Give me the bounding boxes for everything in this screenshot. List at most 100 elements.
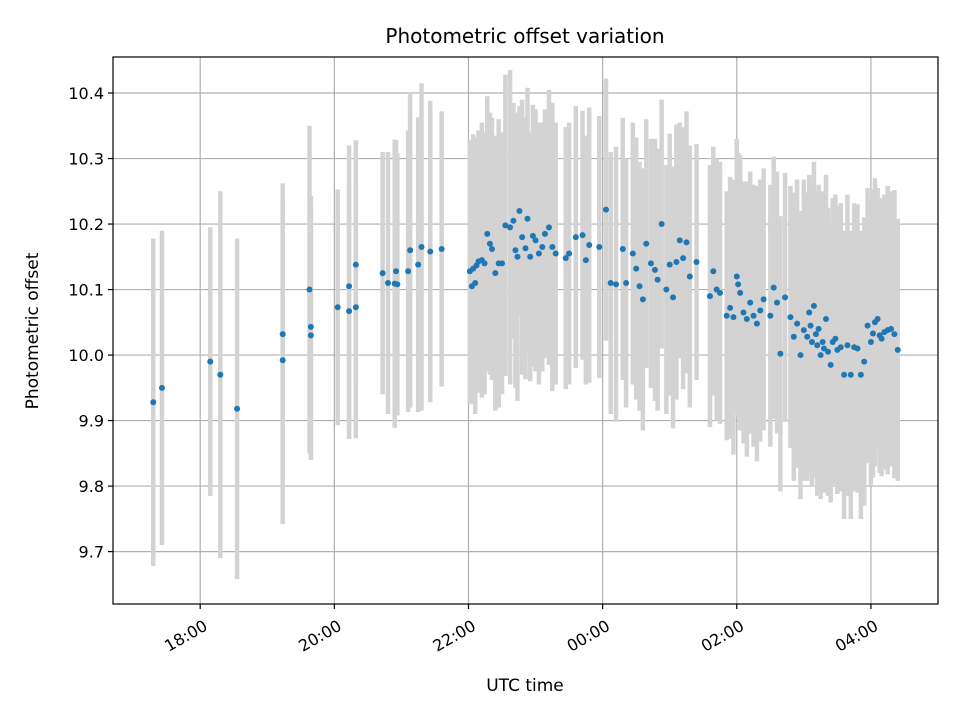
data-point [535, 250, 542, 257]
data-point [307, 323, 314, 330]
data-point [394, 281, 401, 288]
data-point [673, 259, 680, 266]
data-point [607, 280, 614, 287]
data-point [737, 289, 744, 296]
data-point [279, 331, 286, 338]
data-point [619, 245, 626, 252]
data-point [492, 270, 499, 277]
data-point [158, 384, 165, 391]
data-point [790, 333, 797, 340]
data-point [740, 309, 747, 316]
y-tick-label: 9.9 [79, 412, 104, 431]
data-point [861, 358, 868, 365]
data-point [819, 338, 826, 345]
data-point [519, 234, 526, 241]
data-point [841, 371, 848, 378]
data-point [782, 294, 789, 301]
data-point [541, 230, 548, 237]
data-point [352, 304, 359, 311]
data-point [481, 260, 488, 267]
data-point [562, 255, 569, 262]
data-point [654, 276, 661, 283]
data-point [516, 207, 523, 214]
data-point [379, 270, 386, 277]
data-point [797, 352, 804, 359]
y-axis: 9.7 9.8 9.9 10.0 10.1 10.2 10.3 10.4 [68, 84, 113, 562]
data-point [710, 268, 717, 275]
data-point [486, 240, 493, 247]
data-point [405, 268, 412, 275]
data-point [613, 281, 620, 288]
data-point [572, 234, 579, 241]
y-tick-label: 10.3 [68, 150, 104, 169]
data-point [643, 240, 650, 247]
data-point [888, 325, 895, 332]
data-point [539, 243, 546, 250]
data-point [847, 371, 854, 378]
data-point [472, 280, 479, 287]
data-point [867, 338, 874, 345]
data-point [415, 261, 422, 268]
data-point [666, 261, 673, 268]
data-point [582, 257, 589, 264]
data-point [753, 320, 760, 327]
data-point [680, 255, 687, 262]
data-point [510, 217, 517, 224]
data-point [757, 307, 764, 314]
data-point [676, 237, 683, 244]
data-point [670, 294, 677, 301]
data-point [822, 316, 829, 323]
data-point [346, 283, 353, 290]
data-point [733, 273, 740, 280]
data-point [837, 344, 844, 351]
data-point [407, 247, 414, 254]
data-point [777, 350, 784, 357]
data-point [857, 371, 864, 378]
data-point [706, 293, 713, 300]
data-point [760, 296, 767, 303]
data-point [806, 309, 813, 316]
data-point [810, 302, 817, 309]
data-point [522, 245, 529, 252]
data-point [438, 245, 445, 252]
data-point [532, 237, 539, 244]
data-point [814, 342, 821, 349]
data-point [767, 312, 774, 319]
data-point [552, 250, 559, 257]
y-tick-label: 9.8 [79, 477, 104, 496]
data-point [817, 352, 824, 359]
data-point [545, 224, 552, 231]
data-point [586, 242, 593, 249]
data-point [844, 342, 851, 349]
y-tick-label: 9.7 [79, 543, 104, 562]
data-point [874, 316, 881, 323]
data-point [633, 265, 640, 272]
y-axis-label: Photometric offset [23, 252, 43, 409]
data-point [730, 314, 737, 321]
data-point [279, 357, 286, 364]
y-tick-label: 10.0 [68, 346, 104, 365]
data-point [499, 260, 506, 267]
data-point [787, 314, 794, 321]
data-point [647, 260, 654, 267]
data-point [812, 331, 819, 338]
data-point [514, 253, 521, 260]
x-axis-label: UTC time [486, 676, 564, 696]
data-point [334, 304, 341, 311]
data-point [878, 335, 885, 342]
data-point [723, 312, 730, 319]
y-tick-label: 10.4 [68, 84, 104, 103]
data-point [529, 232, 536, 239]
data-point [800, 327, 807, 334]
data-point [207, 358, 214, 365]
data-point [352, 261, 359, 268]
data-point [307, 332, 314, 339]
data-point [808, 338, 815, 345]
data-point [825, 348, 831, 355]
data-point [393, 268, 400, 275]
data-point [686, 273, 693, 280]
data-point [629, 250, 636, 257]
data-point [770, 284, 777, 291]
chart-title: Photometric offset variation [385, 24, 664, 48]
